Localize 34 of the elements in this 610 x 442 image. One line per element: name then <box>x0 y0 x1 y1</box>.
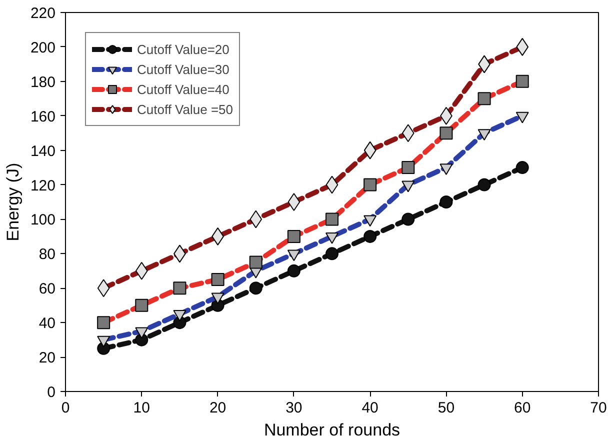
x-tick-label: 10 <box>133 400 150 416</box>
x-tick-label: 70 <box>590 400 607 416</box>
y-tick-label: 0 <box>47 384 56 401</box>
y-tick-label: 60 <box>38 280 56 298</box>
y-tick-label: 220 <box>30 5 56 22</box>
x-tick-label: 0 <box>61 400 70 416</box>
legend-label: Cutoff Value=20 <box>137 42 230 56</box>
point <box>516 161 529 174</box>
legend-label: Cutoff Value =50 <box>137 102 234 116</box>
y-tick-label: 140 <box>30 142 56 160</box>
point <box>249 282 262 295</box>
point <box>440 196 453 208</box>
x-tick-label: 60 <box>514 400 531 416</box>
point <box>326 247 338 260</box>
point <box>402 212 415 226</box>
y-tick-label: 200 <box>30 39 56 56</box>
y-tick-label: 120 <box>30 177 56 194</box>
y-tick-label: 100 <box>30 212 56 229</box>
x-axis-title: Number of rounds <box>264 420 400 440</box>
point <box>478 178 491 192</box>
x-tick-label: 30 <box>286 400 302 416</box>
x-tick-label: 50 <box>438 400 455 416</box>
point <box>287 264 300 278</box>
y-tick-label: 20 <box>38 350 56 367</box>
y-tick-label: 80 <box>38 246 56 264</box>
point <box>364 230 377 243</box>
y-axis-title: Energy (J) <box>3 162 22 242</box>
y-tick-label: 160 <box>30 108 56 126</box>
x-tick-label: 20 <box>209 400 226 416</box>
y-tick-label: 180 <box>30 74 56 91</box>
x-tick-label: 40 <box>362 400 378 416</box>
legend-label: Cutoff Value=30 <box>137 62 230 76</box>
y-tick-label: 40 <box>38 315 56 332</box>
legend-label: Cutoff Value=40 <box>137 82 230 96</box>
